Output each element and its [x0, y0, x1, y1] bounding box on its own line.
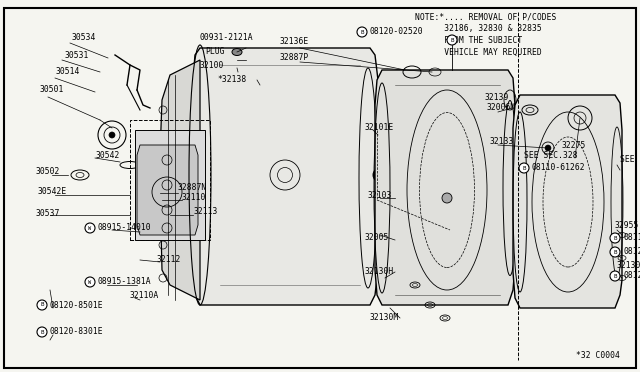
Text: 30542E: 30542E [38, 187, 67, 196]
Text: 32887N: 32887N [178, 183, 207, 192]
Text: 32133: 32133 [490, 138, 515, 147]
Text: *32138: *32138 [217, 76, 246, 84]
Text: 08110-61262: 08110-61262 [623, 234, 640, 243]
Text: 32005: 32005 [365, 232, 389, 241]
Text: B: B [613, 235, 617, 241]
Text: B: B [40, 330, 44, 334]
Polygon shape [375, 70, 515, 305]
Text: 32112: 32112 [157, 256, 181, 264]
Text: B: B [40, 302, 44, 308]
Text: 32113: 32113 [194, 208, 218, 217]
Circle shape [610, 247, 620, 257]
Text: 32103: 32103 [368, 190, 392, 199]
Circle shape [357, 27, 367, 37]
Text: B: B [613, 273, 617, 279]
Circle shape [85, 223, 95, 233]
Text: 30501: 30501 [40, 86, 65, 94]
Polygon shape [155, 60, 200, 300]
Text: SEE SEC.328: SEE SEC.328 [524, 151, 578, 160]
Circle shape [545, 145, 551, 151]
Text: 30537: 30537 [36, 208, 60, 218]
Circle shape [610, 233, 620, 243]
Polygon shape [137, 145, 198, 235]
Text: 32955: 32955 [615, 221, 639, 230]
Text: 32130G: 32130G [617, 260, 640, 269]
Text: 32130M: 32130M [370, 314, 399, 323]
Text: 08120-02520: 08120-02520 [370, 28, 424, 36]
Text: B: B [522, 166, 525, 170]
Text: *32 C0004: *32 C0004 [576, 351, 620, 360]
Text: 32275: 32275 [562, 141, 586, 150]
Polygon shape [513, 95, 622, 308]
Text: 32101E: 32101E [365, 124, 394, 132]
Text: 08124-0451E: 08124-0451E [623, 247, 640, 257]
Text: 30542: 30542 [96, 151, 120, 160]
Circle shape [109, 132, 115, 138]
Text: NOTE:*.... REMOVAL OF P/CODES: NOTE:*.... REMOVAL OF P/CODES [415, 12, 556, 21]
Text: 32887P: 32887P [280, 54, 309, 62]
Text: 32136E: 32136E [280, 38, 309, 46]
Text: 08120-8301E: 08120-8301E [50, 327, 104, 337]
Text: W: W [88, 279, 92, 285]
Text: PLUG: PLUG [205, 48, 225, 57]
Circle shape [376, 171, 384, 179]
Text: 00931-2121A: 00931-2121A [200, 33, 253, 42]
Polygon shape [135, 130, 205, 240]
Text: FROM THE SUBJECT: FROM THE SUBJECT [415, 36, 522, 45]
Text: 32110: 32110 [182, 193, 206, 202]
Text: 08915-14010: 08915-14010 [98, 224, 152, 232]
Circle shape [519, 163, 529, 173]
Text: 30514: 30514 [56, 67, 81, 77]
Circle shape [37, 300, 47, 310]
Circle shape [373, 168, 387, 182]
Text: 08110-61262: 08110-61262 [532, 164, 586, 173]
Circle shape [610, 271, 620, 281]
Text: VEHICLE MAY REQUIRED: VEHICLE MAY REQUIRED [415, 48, 541, 57]
Bar [130, 120, 210, 240]
Text: 32006M: 32006M [487, 103, 516, 112]
Text: SEE SEC.328: SEE SEC.328 [620, 155, 640, 164]
Polygon shape [193, 48, 378, 305]
Circle shape [85, 277, 95, 287]
Text: 08124-0751E: 08124-0751E [623, 272, 640, 280]
Circle shape [37, 327, 47, 337]
Text: B: B [613, 250, 617, 254]
Text: 32100: 32100 [200, 61, 225, 71]
Text: 32186, 32830 & 32835: 32186, 32830 & 32835 [415, 24, 541, 33]
Text: 30534: 30534 [72, 33, 97, 42]
Ellipse shape [232, 48, 242, 55]
Text: B: B [451, 38, 454, 42]
Text: 30502: 30502 [36, 167, 60, 176]
Text: 32130H: 32130H [365, 267, 394, 276]
Circle shape [447, 35, 457, 45]
Text: 32110A: 32110A [130, 292, 159, 301]
Circle shape [442, 193, 452, 203]
Text: 08120-8501E: 08120-8501E [50, 301, 104, 310]
Text: 08915-1381A: 08915-1381A [98, 278, 152, 286]
Text: W: W [88, 225, 92, 231]
Text: 32139: 32139 [485, 93, 509, 103]
Text: 30531: 30531 [65, 51, 90, 60]
Text: B: B [360, 29, 364, 35]
